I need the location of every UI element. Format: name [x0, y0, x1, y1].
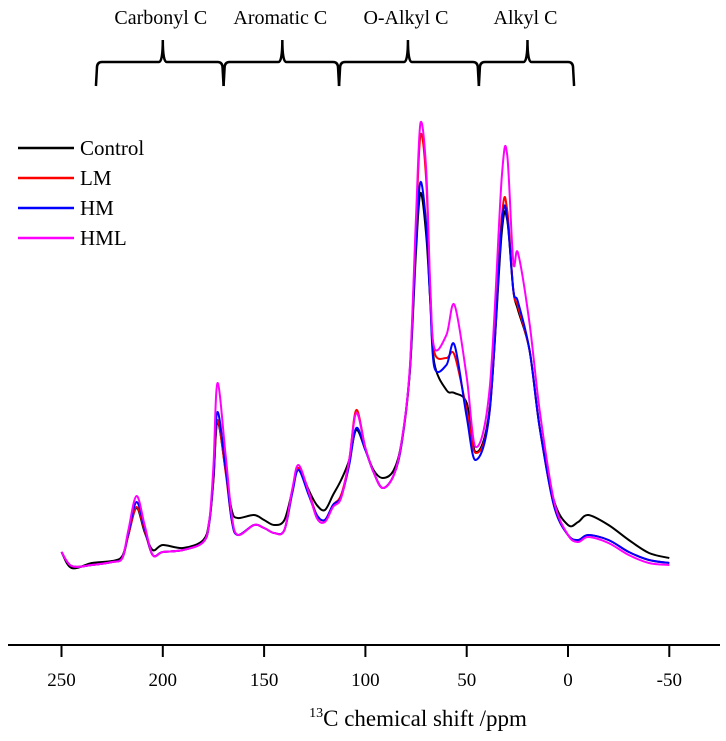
legend-label: HM: [80, 196, 114, 220]
x-tick-label: 150: [250, 670, 279, 691]
x-axis-title-text: C chemical shift /ppm: [323, 706, 527, 731]
series-line-lm: [60, 132, 670, 568]
x-tick-label: -50: [657, 670, 682, 691]
region-label: Alkyl C: [494, 7, 558, 29]
region-bracket: [337, 39, 481, 87]
region-bracket: [222, 39, 341, 87]
spectra: [60, 120, 670, 570]
region-label: Carbonyl C: [114, 7, 207, 29]
legend-label: Control: [80, 136, 144, 160]
x-axis-title: 13C chemical shift /ppm: [309, 706, 527, 731]
x-tick-label: 100: [351, 670, 380, 691]
series-line-hml: [60, 120, 670, 568]
region-bracket: [94, 39, 225, 87]
legend-label: HML: [80, 226, 127, 250]
x-axis: 250 200 150 100 50 0 -50: [8, 644, 720, 691]
series-line-control: [60, 191, 670, 570]
region-annotations: Carbonyl C Aromatic C O-Alkyl C Alkyl C: [94, 7, 576, 87]
region-label: Aromatic C: [233, 7, 327, 29]
region-bracket: [477, 39, 576, 87]
legend: Control LM HM HML: [18, 136, 144, 250]
x-axis-title-superscript: 13: [309, 706, 323, 721]
x-tick-label: 250: [47, 670, 76, 691]
x-tick-label: 0: [563, 670, 573, 691]
legend-label: LM: [80, 166, 112, 190]
x-tick-label: 200: [149, 670, 178, 691]
series-line-hm: [60, 180, 670, 568]
region-label: O-Alkyl C: [363, 7, 448, 29]
x-tick-label: 50: [457, 670, 476, 691]
